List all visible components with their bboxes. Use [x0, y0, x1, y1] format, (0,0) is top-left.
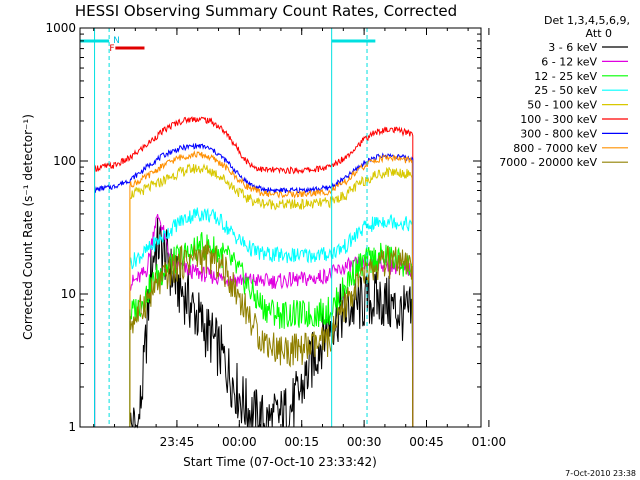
legend-header-1: Det 1,3,4,5,6,9,: [544, 14, 630, 27]
y-tick-label-0: 1: [68, 420, 76, 434]
legend-label-6: 300 - 800 keV: [520, 127, 597, 140]
series-8: [129, 241, 414, 428]
series-layer: [94, 116, 414, 429]
x-axis-label: Start Time (07-Oct-10 23:33:42): [183, 455, 377, 469]
x-tick-label-5: 01:00: [472, 435, 507, 449]
series-line-5: [94, 116, 414, 427]
series-line-0: [129, 217, 414, 429]
series-0: [129, 217, 414, 429]
series-line-7: [129, 150, 414, 428]
series-line-8: [129, 241, 414, 428]
x-tick-label-3: 00:30: [347, 435, 382, 449]
legend-header-2: Att 0: [586, 27, 612, 40]
legend-label-3: 25 - 50 keV: [534, 84, 597, 97]
flare-flag-label: F: [109, 44, 114, 54]
x-tick-label-4: 00:45: [409, 435, 444, 449]
series-5: [94, 116, 414, 427]
y-axis: 1 10 100 1000: [45, 21, 481, 434]
series-4: [129, 163, 414, 428]
y-tick-label-1: 10: [61, 287, 76, 301]
x-tick-label-2: 00:15: [284, 435, 319, 449]
x-tick-label-0: 23:45: [160, 435, 195, 449]
y-tick-label-2: 100: [53, 154, 76, 168]
night-flag-label: N: [113, 36, 120, 46]
chart-title: HESSI Observing Summary Count Rates, Cor…: [75, 2, 457, 20]
legend-label-5: 100 - 300 keV: [520, 113, 597, 126]
legend-label-7: 800 - 7000 keV: [513, 142, 597, 155]
y-tick-label-3: 1000: [45, 21, 76, 35]
annotation-layer: FN: [80, 28, 376, 427]
series-2: [129, 232, 414, 428]
series-line-2: [129, 232, 414, 428]
x-tick-label-1: 00:00: [222, 435, 257, 449]
legend-label-4: 50 - 100 keV: [527, 99, 597, 112]
timestamp: 7-Oct-2010 23:38: [565, 469, 636, 478]
series-7: [129, 150, 414, 428]
legend-label-2: 12 - 25 keV: [534, 70, 597, 83]
series-line-3: [129, 207, 414, 428]
legend-label-0: 3 - 6 keV: [548, 41, 597, 54]
series-3: [129, 207, 414, 428]
legend-label-8: 7000 - 20000 keV: [499, 156, 597, 169]
legend-label-1: 6 - 12 keV: [541, 55, 597, 68]
x-axis: 23:45 00:00 00:15 00:30 00:45 01:00: [93, 28, 507, 449]
series-line-4: [129, 163, 414, 428]
y-axis-label: Corrected Count Rate (s⁻¹ detector⁻¹): [21, 114, 35, 340]
